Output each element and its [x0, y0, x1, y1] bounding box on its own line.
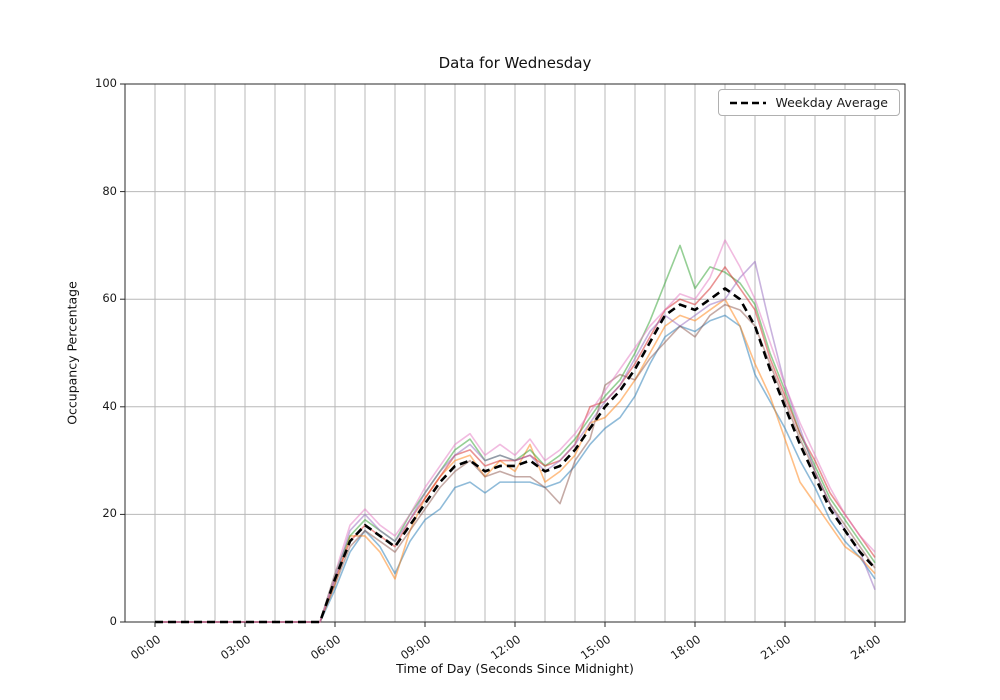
chart-title: Data for Wednesday	[438, 54, 592, 72]
y-tick-label: 60	[102, 291, 117, 306]
y-tick-label: 80	[102, 183, 117, 198]
legend-label: Weekday Average	[775, 95, 888, 110]
y-tick-label: 0	[109, 614, 117, 628]
y-tick-label: 100	[95, 76, 117, 90]
x-axis-label: Time of Day (Seconds Since Midnight)	[396, 661, 634, 676]
legend: Weekday Average	[718, 89, 900, 116]
legend-dashed-line-sample	[730, 101, 767, 104]
y-tick-label: 40	[102, 398, 117, 413]
y-tick-label: 20	[102, 506, 117, 521]
